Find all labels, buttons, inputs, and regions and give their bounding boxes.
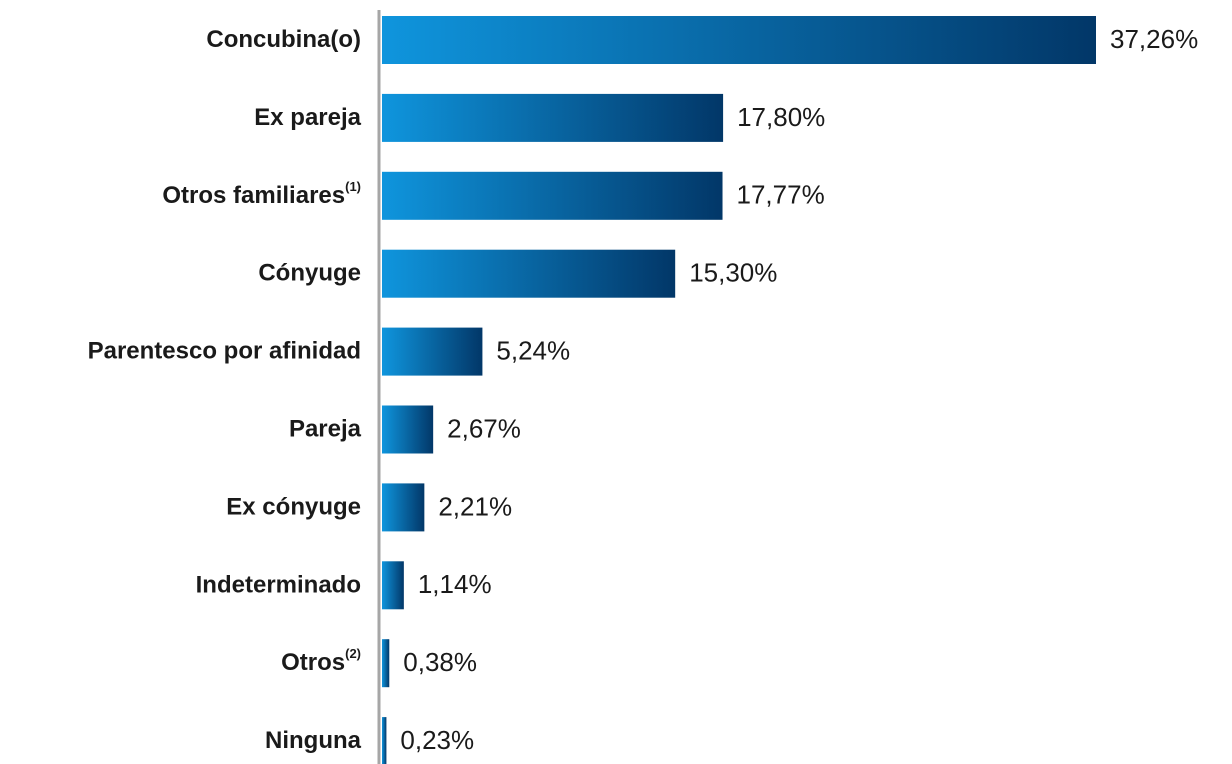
value-label: 2,21% <box>438 491 512 521</box>
value-label: 1,14% <box>418 569 492 599</box>
category-superscript: (2) <box>345 647 361 662</box>
bar <box>382 327 483 376</box>
value-label: 0,23% <box>400 725 474 755</box>
category-label: Otros familiares(1) <box>162 179 361 209</box>
category-label: Ninguna <box>265 727 362 754</box>
category-text: Cónyuge <box>258 260 361 287</box>
value-label: 15,30% <box>689 258 777 288</box>
value-label: 2,67% <box>447 413 521 443</box>
category-superscript: (1) <box>345 179 361 194</box>
category-label: Indeterminado <box>196 572 361 599</box>
category-text: Pareja <box>289 416 362 443</box>
bar <box>382 93 724 142</box>
category-text: Ninguna <box>265 727 362 754</box>
category-label: Ex cónyuge <box>226 494 361 521</box>
bar <box>382 16 1096 64</box>
bar <box>382 171 723 220</box>
category-label: Pareja <box>289 416 362 443</box>
category-label: Cónyuge <box>258 260 361 287</box>
category-text: Ex cónyuge <box>226 494 361 521</box>
value-label: 0,38% <box>403 647 477 677</box>
bar <box>382 639 390 688</box>
value-label: 17,80% <box>737 102 825 132</box>
category-label: Ex pareja <box>254 104 361 131</box>
value-label: 5,24% <box>496 335 570 365</box>
category-text: Indeterminado <box>196 572 361 599</box>
category-label: Concubina(o) <box>206 26 361 53</box>
category-text: Otros <box>281 650 345 677</box>
bar <box>382 405 434 454</box>
bar <box>382 483 425 532</box>
bar <box>382 561 404 610</box>
value-label: 37,26% <box>1110 24 1198 54</box>
category-text: Ex pareja <box>254 104 361 131</box>
bar <box>382 249 676 298</box>
category-label: Otros(2) <box>281 647 361 677</box>
category-text: Parentesco por afinidad <box>88 338 361 365</box>
category-text: Concubina(o) <box>206 26 361 53</box>
category-label: Parentesco por afinidad <box>88 338 361 365</box>
category-text: Otros familiares <box>162 182 345 209</box>
bar <box>382 717 387 764</box>
value-label: 17,77% <box>737 180 825 210</box>
